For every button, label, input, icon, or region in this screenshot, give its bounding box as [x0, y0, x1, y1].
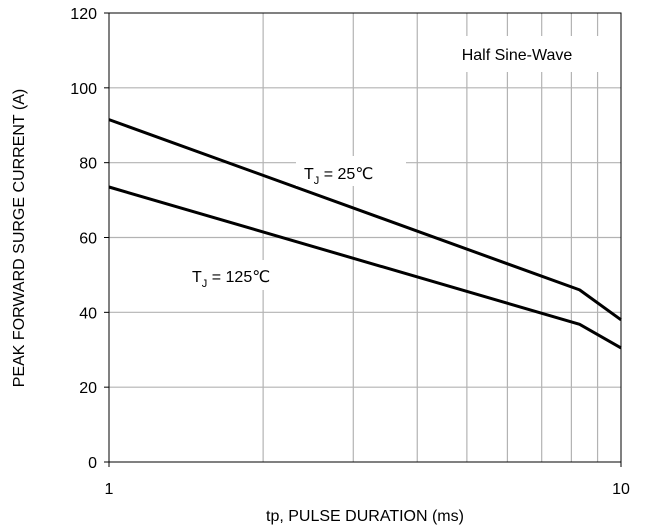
- y-tick-label-0: 0: [88, 455, 97, 472]
- series-label-background-25c: [296, 156, 406, 186]
- tick-labels: 0 20 40 60 80 100 120 1 10: [70, 6, 630, 498]
- grid-lines: [109, 13, 621, 462]
- series-label-125c-rest: = 125℃: [207, 269, 270, 286]
- series-label-background-125c: [186, 260, 312, 290]
- annotation-background: [422, 36, 602, 72]
- series-line-0: [108, 118, 622, 322]
- series-label-125c-main: T: [192, 269, 202, 286]
- y-tick-label-20: 20: [79, 380, 97, 397]
- x-axis-label: tp, PULSE DURATION (ms): [266, 508, 464, 525]
- y-tick-label-100: 100: [70, 81, 97, 98]
- annotation-half-sine-wave: Half Sine-Wave: [462, 47, 573, 64]
- y-tick-label-80: 80: [79, 156, 97, 173]
- series-line-1: [108, 185, 622, 350]
- y-tick-label-60: 60: [79, 231, 97, 248]
- x-tick-label-10: 10: [612, 481, 630, 498]
- x-tick-label-1: 1: [105, 481, 114, 498]
- series-label-25c: TJ = 25℃: [304, 166, 373, 187]
- y-tick-label-120: 120: [70, 6, 97, 23]
- series-label-25c-sub: J: [314, 175, 320, 187]
- series-lines: [108, 118, 622, 350]
- y-tick-label-40: 40: [79, 305, 97, 322]
- series-label-125c-sub: J: [202, 278, 208, 290]
- series-label-25c-main: T: [304, 166, 314, 183]
- series-label-25c-rest: = 25℃: [319, 166, 373, 183]
- y-axis-label: PEAK FORWARD SURGE CURRENT (A): [11, 89, 28, 387]
- series-label-125c: TJ = 125℃: [192, 269, 270, 290]
